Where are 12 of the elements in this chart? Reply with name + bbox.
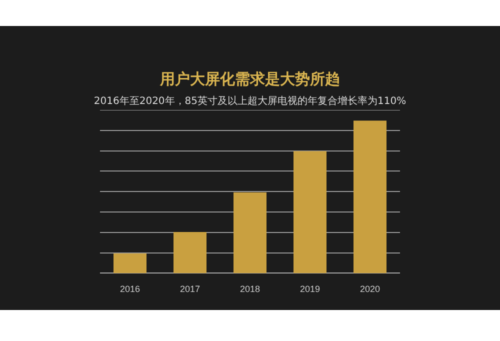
bar [294, 151, 326, 274]
x-tick-label: 2017 [180, 284, 200, 294]
chart-title: 用户大屏化需求是大势所趋 [158, 70, 341, 89]
bar [114, 253, 146, 274]
bar [174, 232, 206, 274]
bar [234, 192, 266, 274]
x-tick-label: 2018 [240, 284, 260, 294]
chart-subtitle: 2016年至2020年，85英寸及以上超大屏电视的年复合增长率为110% [92, 94, 408, 108]
x-tick-label: 2016 [120, 284, 140, 294]
bar [354, 120, 386, 274]
x-tick-label: 2020 [360, 284, 380, 294]
x-tick-label: 2019 [300, 284, 320, 294]
